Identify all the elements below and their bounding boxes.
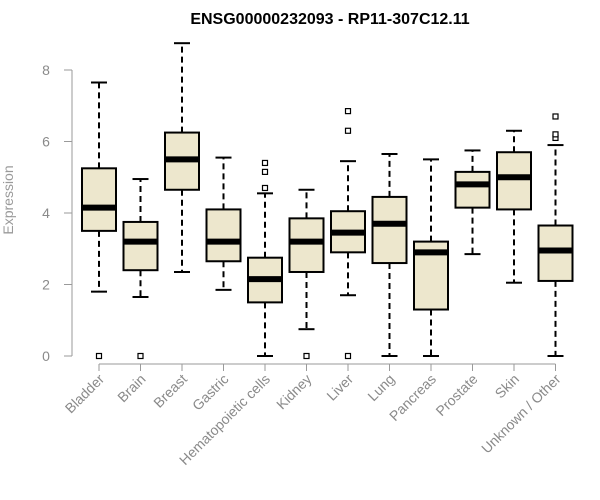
y-tick-label: 2 <box>42 277 50 293</box>
box-group <box>288 188 325 360</box>
box-group <box>537 113 574 357</box>
y-tick-label: 8 <box>42 62 50 78</box>
box-iqr <box>371 195 408 265</box>
chart-title: ENSG00000232093 - RP11-307C12.11 <box>190 11 469 28</box>
x-tick-label: Bladder <box>62 371 108 417</box>
x-tick-label: Liver <box>323 371 356 404</box>
box-group <box>413 158 449 357</box>
box-iqr <box>454 170 491 209</box>
x-tick-label: Unknown / Other <box>478 371 564 457</box>
x-tick-label: Prostate <box>432 371 480 419</box>
box-group <box>247 159 283 357</box>
outlier-point <box>344 108 352 115</box>
box-group <box>81 81 117 360</box>
outlier-point <box>261 159 269 167</box>
outlier-point <box>95 352 103 360</box>
box-series <box>81 42 574 360</box>
box-group <box>205 156 242 291</box>
outlier-point <box>552 113 559 120</box>
y-tick-label: 6 <box>42 134 50 150</box>
y-axis: 0 2 4 6 8 <box>42 62 73 364</box>
box-group <box>454 149 491 256</box>
box-iqr <box>122 220 159 272</box>
outlier-point <box>137 352 144 360</box>
box-group <box>496 129 532 284</box>
x-tick-label: Lung <box>364 371 397 404</box>
outlier-point <box>261 168 269 175</box>
x-tick-label: Kidney <box>273 371 315 413</box>
outlier-point <box>552 131 559 138</box>
y-tick-label: 0 <box>42 348 50 364</box>
box-group <box>122 178 159 360</box>
box-iqr <box>496 151 532 211</box>
outlier-point <box>344 352 352 360</box>
box-group <box>164 42 200 273</box>
outlier-point <box>261 184 269 192</box>
box-iqr <box>288 217 325 273</box>
x-tick-label: Brain <box>114 371 148 405</box>
x-tick-label: Breast <box>150 371 190 411</box>
outlier-point <box>303 352 310 360</box>
y-axis-label: Expression <box>0 165 16 234</box>
outlier-point <box>344 127 352 134</box>
box-iqr <box>205 208 242 263</box>
box-group <box>371 153 408 357</box>
box-iqr <box>81 167 117 232</box>
y-tick-label: 4 <box>42 205 50 221</box>
box-group <box>330 108 366 360</box>
x-tick-label: Skin <box>492 371 523 402</box>
